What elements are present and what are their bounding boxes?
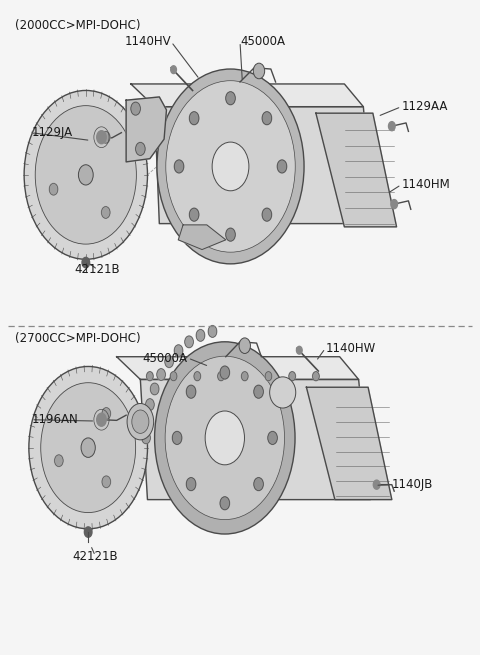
Circle shape [373,480,380,489]
Circle shape [226,228,235,241]
Circle shape [165,356,173,367]
Circle shape [253,63,264,79]
Circle shape [101,206,110,218]
Text: 42121B: 42121B [72,550,118,563]
Circle shape [262,208,272,221]
Text: 1129JA: 1129JA [31,126,72,139]
Ellipse shape [270,377,296,408]
Circle shape [265,371,272,381]
Ellipse shape [212,142,249,191]
Circle shape [55,455,63,466]
Circle shape [132,410,149,434]
Ellipse shape [157,69,304,264]
Text: 1140HW: 1140HW [325,342,376,355]
Text: (2000CC>MPI-DOHC): (2000CC>MPI-DOHC) [14,19,140,32]
Circle shape [24,90,147,259]
Circle shape [185,336,193,348]
Polygon shape [140,379,371,500]
Text: 42121B: 42121B [75,263,120,276]
Circle shape [208,326,217,337]
Polygon shape [131,84,363,107]
Circle shape [102,476,110,487]
Circle shape [142,432,150,443]
Ellipse shape [205,411,244,465]
Text: 1140HM: 1140HM [401,178,450,191]
Circle shape [262,112,272,124]
Circle shape [171,66,177,73]
Circle shape [220,366,229,379]
Circle shape [226,92,235,105]
Circle shape [157,369,166,381]
Circle shape [143,415,151,427]
Circle shape [41,383,136,513]
Circle shape [196,329,205,341]
Circle shape [277,160,287,173]
Circle shape [35,105,136,244]
Circle shape [131,102,140,115]
Circle shape [190,208,199,221]
Circle shape [145,399,154,411]
Circle shape [101,132,110,143]
Circle shape [174,345,183,356]
Circle shape [78,165,93,185]
Circle shape [127,403,154,440]
Circle shape [102,407,110,419]
Circle shape [81,438,96,457]
Circle shape [312,371,319,381]
Text: 45000A: 45000A [143,352,188,365]
Circle shape [220,496,229,510]
Polygon shape [126,97,167,162]
Text: (2700CC>MPI-DOHC): (2700CC>MPI-DOHC) [14,332,140,345]
Polygon shape [117,357,359,379]
Circle shape [29,366,147,529]
Circle shape [49,183,58,195]
Circle shape [172,432,182,444]
Circle shape [289,371,296,381]
Ellipse shape [166,81,295,252]
Ellipse shape [165,356,285,519]
Circle shape [241,371,248,381]
Circle shape [268,432,277,444]
Circle shape [391,200,397,209]
Circle shape [82,257,90,268]
Text: 1140JB: 1140JB [392,478,433,491]
Circle shape [254,477,264,491]
Text: 45000A: 45000A [240,35,285,48]
Circle shape [96,413,106,426]
Polygon shape [306,387,392,500]
Text: 1140HV: 1140HV [125,35,171,48]
Text: 1129AA: 1129AA [401,100,448,113]
Polygon shape [316,113,396,227]
Circle shape [96,131,106,143]
Circle shape [136,142,145,155]
Circle shape [388,122,395,131]
Circle shape [218,371,224,381]
Circle shape [186,385,196,398]
Circle shape [186,477,196,491]
Circle shape [84,527,92,537]
Circle shape [170,371,177,381]
Circle shape [150,383,159,395]
Text: 1196AN: 1196AN [31,413,78,426]
Circle shape [254,385,264,398]
Ellipse shape [155,342,295,534]
Circle shape [239,338,251,354]
Circle shape [194,371,201,381]
Circle shape [190,112,199,124]
Circle shape [297,346,302,354]
Polygon shape [179,225,226,250]
Circle shape [146,371,153,381]
Circle shape [174,160,184,173]
Polygon shape [155,107,373,223]
